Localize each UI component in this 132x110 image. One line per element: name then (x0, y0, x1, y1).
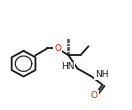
Text: HN: HN (61, 62, 74, 72)
Text: O: O (91, 91, 98, 100)
Text: NH: NH (95, 70, 108, 79)
Text: O: O (54, 44, 61, 53)
